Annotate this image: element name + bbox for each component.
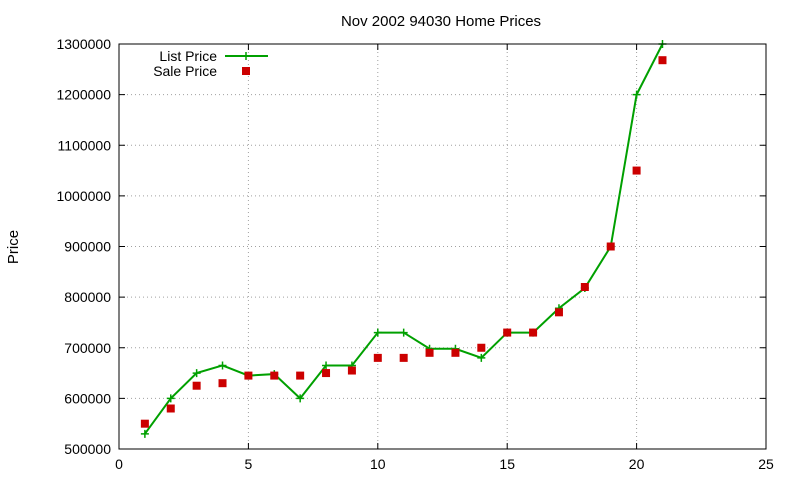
- data-point: [296, 394, 305, 403]
- data-point: [244, 371, 253, 380]
- data-point: [580, 283, 589, 291]
- y-tick-label: 800000: [64, 289, 111, 305]
- data-point: [554, 308, 563, 317]
- data-point: [477, 353, 486, 362]
- data-point: [503, 328, 512, 337]
- data-point: [218, 379, 227, 388]
- data-point: [140, 419, 149, 428]
- y-tick-label: 900000: [64, 239, 111, 255]
- x-tick-label: 5: [245, 456, 253, 472]
- x-tick-label: 15: [499, 456, 515, 472]
- data-point: [399, 353, 408, 362]
- series-line: [144, 43, 664, 435]
- series: [140, 40, 667, 438]
- data-point: [658, 56, 667, 65]
- x-tick-label: 10: [370, 456, 386, 472]
- data-point: [606, 242, 615, 251]
- legend-label: Sale Price: [153, 63, 217, 79]
- legend-label: List Price: [159, 48, 217, 64]
- series-list-price: [140, 40, 667, 438]
- y-axis-label: Price: [5, 230, 22, 264]
- data-point: [218, 361, 227, 370]
- x-tick-label: 25: [758, 456, 774, 472]
- y-tick-label: 700000: [64, 340, 111, 356]
- data-point: [347, 366, 356, 375]
- legend-marker: [242, 52, 250, 60]
- data-point: [451, 348, 460, 357]
- data-point: [192, 369, 201, 378]
- data-point: [322, 361, 331, 370]
- grid: [119, 44, 766, 449]
- data-point: [296, 371, 305, 380]
- data-point: [632, 90, 641, 99]
- data-point: [529, 328, 538, 337]
- data-point: [322, 369, 331, 378]
- data-point: [477, 343, 486, 352]
- data-point: [166, 404, 175, 413]
- series-sale-price: [140, 56, 667, 428]
- chart-title: Nov 2002 94030 Home Prices: [341, 13, 541, 30]
- y-tick-label: 1100000: [58, 137, 112, 153]
- data-point: [399, 328, 408, 337]
- data-point: [373, 353, 382, 362]
- plot-frame: [118, 43, 767, 450]
- data-point: [632, 166, 641, 175]
- data-point: [166, 394, 175, 403]
- legend-marker: [242, 67, 250, 75]
- y-tick-label: 600000: [64, 390, 111, 406]
- y-tick-label: 1300000: [56, 36, 111, 52]
- x-tick-label: 0: [115, 456, 123, 472]
- y-tick-label: 500000: [64, 441, 111, 457]
- data-point: [140, 429, 149, 438]
- y-tick-label: 1200000: [56, 87, 111, 103]
- data-point: [425, 348, 434, 357]
- data-point: [373, 328, 382, 337]
- y-tick-label: 1000000: [56, 188, 111, 204]
- x-tick-label: 20: [629, 456, 645, 472]
- data-point: [270, 371, 279, 380]
- data-point: [192, 381, 201, 390]
- axis-ticks: 0 5 10 15 20 25 500000 600000 700000 800000 900000…: [56, 36, 774, 472]
